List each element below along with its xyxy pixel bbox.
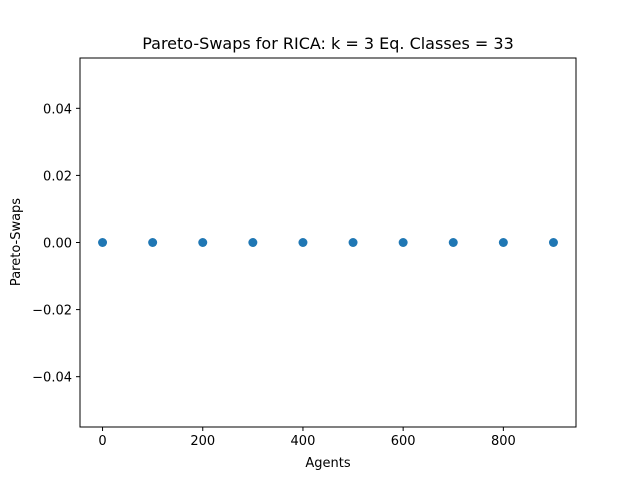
x-tick-label: 400	[291, 434, 316, 449]
data-point	[198, 238, 208, 247]
data-points	[98, 238, 558, 247]
plot-area	[79, 57, 577, 428]
data-point	[148, 238, 158, 247]
y-axis-label: Pareto-Swaps	[9, 198, 24, 286]
data-point	[398, 238, 408, 247]
plot-frame	[79, 57, 577, 428]
y-tick-label: 0.04	[43, 102, 72, 117]
y-tick-label: −0.02	[32, 304, 72, 319]
y-tick-label: 0.02	[43, 169, 72, 184]
y-axis: 0.04 0.02 0.00 −0.02 −0.04	[32, 102, 80, 386]
x-tick-label: 0	[98, 434, 106, 449]
data-point	[248, 238, 258, 247]
data-point	[298, 238, 308, 247]
data-point	[548, 238, 558, 247]
data-point	[498, 238, 508, 247]
data-point	[448, 238, 458, 247]
data-point	[348, 238, 358, 247]
x-tick-label: 600	[391, 434, 416, 449]
x-tick-label: 800	[491, 434, 516, 449]
y-tick-label: 0.00	[43, 237, 72, 252]
chart-title: Pareto-Swaps for RICA: k = 3 Eq. Classes…	[142, 34, 514, 53]
data-point	[98, 238, 108, 247]
x-tick-label: 200	[190, 434, 215, 449]
x-axis: 0 200 400 600 800	[98, 427, 516, 449]
x-axis-label: Agents	[305, 456, 350, 471]
y-tick-label: −0.04	[32, 371, 72, 386]
